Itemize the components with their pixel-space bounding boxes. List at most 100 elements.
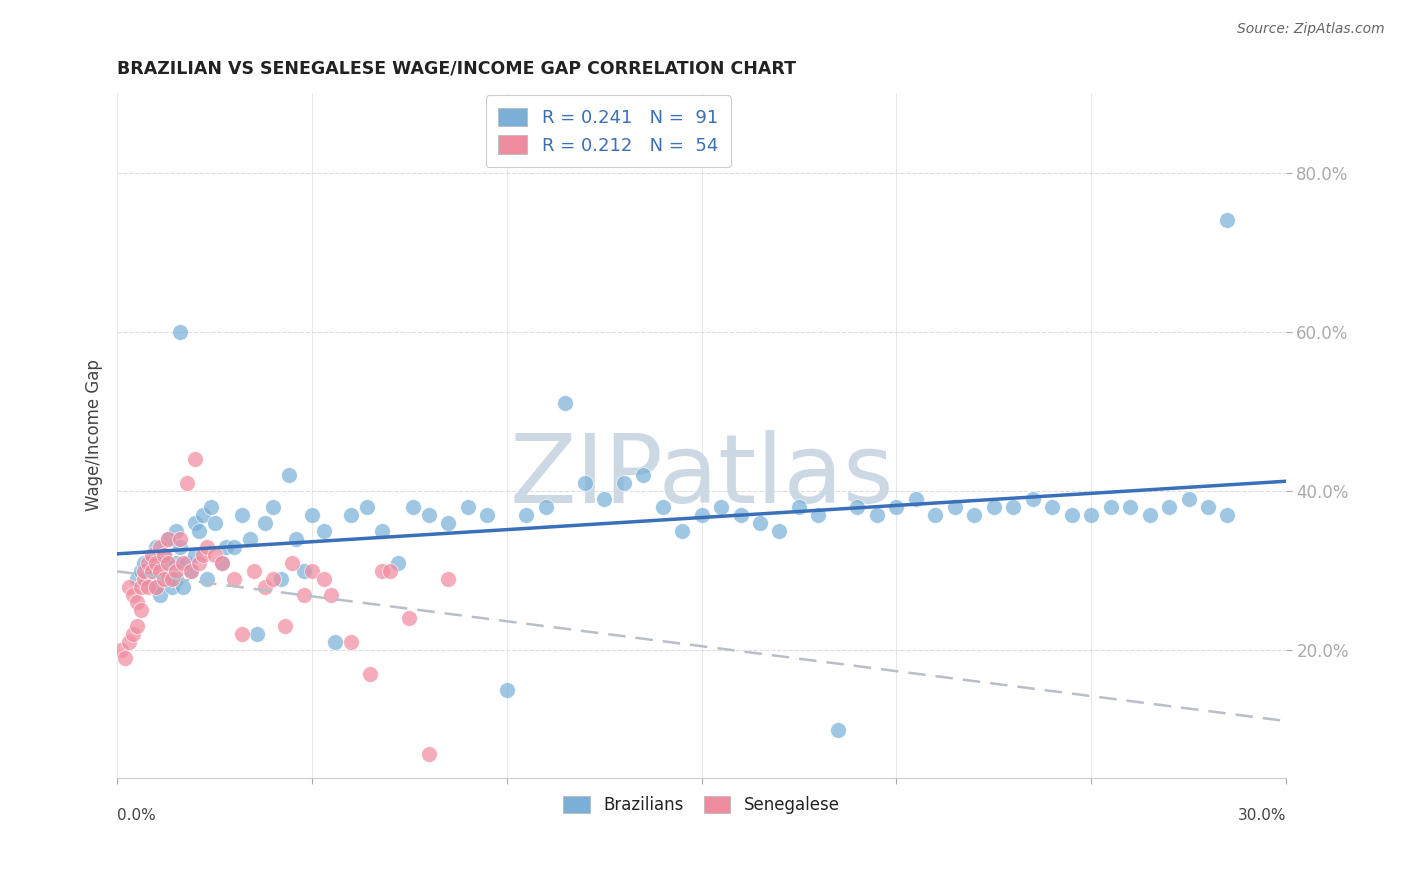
Point — [574, 476, 596, 491]
Point — [262, 500, 284, 514]
Point — [1119, 500, 1142, 514]
Point — [242, 564, 264, 578]
Point — [180, 564, 202, 578]
Point — [943, 500, 966, 514]
Point — [371, 524, 394, 538]
Point — [787, 500, 810, 514]
Point — [340, 508, 363, 522]
Point — [651, 500, 673, 514]
Point — [254, 516, 277, 530]
Point — [141, 564, 163, 578]
Point — [554, 396, 576, 410]
Point — [418, 747, 440, 761]
Point — [730, 508, 752, 522]
Point — [118, 635, 141, 649]
Point — [134, 572, 156, 586]
Point — [292, 587, 315, 601]
Point — [156, 556, 179, 570]
Point — [138, 580, 160, 594]
Point — [200, 500, 222, 514]
Point — [149, 564, 172, 578]
Point — [153, 548, 176, 562]
Point — [153, 572, 176, 586]
Point — [437, 516, 460, 530]
Point — [138, 572, 160, 586]
Point — [321, 587, 343, 601]
Point — [195, 540, 218, 554]
Point — [246, 627, 269, 641]
Point — [398, 611, 420, 625]
Point — [285, 532, 308, 546]
Point — [145, 580, 167, 594]
Point — [125, 572, 148, 586]
Point — [1177, 491, 1199, 506]
Point — [184, 548, 207, 562]
Point — [963, 508, 986, 522]
Point — [231, 508, 253, 522]
Text: 0.0%: 0.0% — [117, 808, 156, 823]
Point — [301, 564, 323, 578]
Text: ZIPatlas: ZIPatlas — [509, 430, 894, 523]
Point — [749, 516, 772, 530]
Point — [356, 500, 378, 514]
Point — [153, 548, 176, 562]
Point — [1021, 491, 1043, 506]
Text: BRAZILIAN VS SENEGALESE WAGE/INCOME GAP CORRELATION CHART: BRAZILIAN VS SENEGALESE WAGE/INCOME GAP … — [117, 60, 796, 78]
Point — [134, 556, 156, 570]
Point — [457, 500, 479, 514]
Point — [145, 580, 167, 594]
Point — [273, 619, 295, 633]
Point — [437, 572, 460, 586]
Point — [165, 564, 187, 578]
Point — [110, 643, 132, 657]
Point — [188, 556, 211, 570]
Point — [231, 627, 253, 641]
Point — [534, 500, 557, 514]
Point — [184, 452, 207, 467]
Point — [129, 564, 152, 578]
Point — [1080, 508, 1102, 522]
Point — [593, 491, 616, 506]
Point — [418, 508, 440, 522]
Point — [204, 548, 226, 562]
Point — [312, 572, 335, 586]
Point — [129, 580, 152, 594]
Point — [222, 572, 245, 586]
Point — [340, 635, 363, 649]
Point — [211, 556, 233, 570]
Point — [188, 524, 211, 538]
Point — [184, 516, 207, 530]
Point — [211, 556, 233, 570]
Text: Source: ZipAtlas.com: Source: ZipAtlas.com — [1237, 22, 1385, 37]
Point — [495, 683, 517, 698]
Point — [1216, 508, 1239, 522]
Point — [149, 540, 172, 554]
Point — [172, 580, 194, 594]
Point — [1099, 500, 1122, 514]
Point — [387, 556, 409, 570]
Point — [477, 508, 499, 522]
Point — [690, 508, 713, 522]
Point — [125, 595, 148, 609]
Point — [983, 500, 1005, 514]
Point — [141, 548, 163, 562]
Point — [807, 508, 830, 522]
Point — [156, 572, 179, 586]
Point — [904, 491, 927, 506]
Point — [176, 556, 198, 570]
Point — [613, 476, 636, 491]
Point — [222, 540, 245, 554]
Point — [631, 468, 654, 483]
Legend: Brazilians, Senegalese: Brazilians, Senegalese — [557, 789, 846, 821]
Point — [292, 564, 315, 578]
Point — [169, 325, 191, 339]
Point — [165, 524, 187, 538]
Point — [371, 564, 394, 578]
Point — [239, 532, 262, 546]
Point — [134, 564, 156, 578]
Point — [169, 532, 191, 546]
Point — [277, 468, 299, 483]
Point — [165, 556, 187, 570]
Point — [125, 619, 148, 633]
Point — [1060, 508, 1083, 522]
